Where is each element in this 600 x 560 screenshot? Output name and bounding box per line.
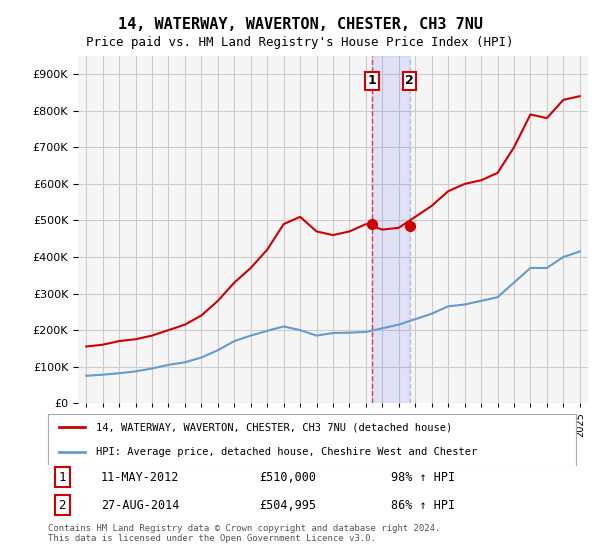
Text: HPI: Average price, detached house, Cheshire West and Chester: HPI: Average price, detached house, Ches… [95, 447, 477, 457]
Text: £510,000: £510,000 [259, 470, 316, 484]
Text: 2: 2 [405, 74, 414, 87]
Text: Price paid vs. HM Land Registry's House Price Index (HPI): Price paid vs. HM Land Registry's House … [86, 36, 514, 49]
Text: Contains HM Land Registry data © Crown copyright and database right 2024.
This d: Contains HM Land Registry data © Crown c… [48, 524, 440, 543]
Text: 14, WATERWAY, WAVERTON, CHESTER, CH3 7NU (detached house): 14, WATERWAY, WAVERTON, CHESTER, CH3 7NU… [95, 422, 452, 432]
Text: 86% ↑ HPI: 86% ↑ HPI [391, 498, 455, 512]
Text: 1: 1 [367, 74, 376, 87]
Text: £504,995: £504,995 [259, 498, 316, 512]
Text: 27-AUG-2014: 27-AUG-2014 [101, 498, 179, 512]
Text: 1: 1 [59, 470, 66, 484]
Text: 2: 2 [59, 498, 66, 512]
Text: 11-MAY-2012: 11-MAY-2012 [101, 470, 179, 484]
Text: 98% ↑ HPI: 98% ↑ HPI [391, 470, 455, 484]
Bar [372, 56, 409, 403]
Text: 14, WATERWAY, WAVERTON, CHESTER, CH3 7NU: 14, WATERWAY, WAVERTON, CHESTER, CH3 7NU [118, 17, 482, 32]
